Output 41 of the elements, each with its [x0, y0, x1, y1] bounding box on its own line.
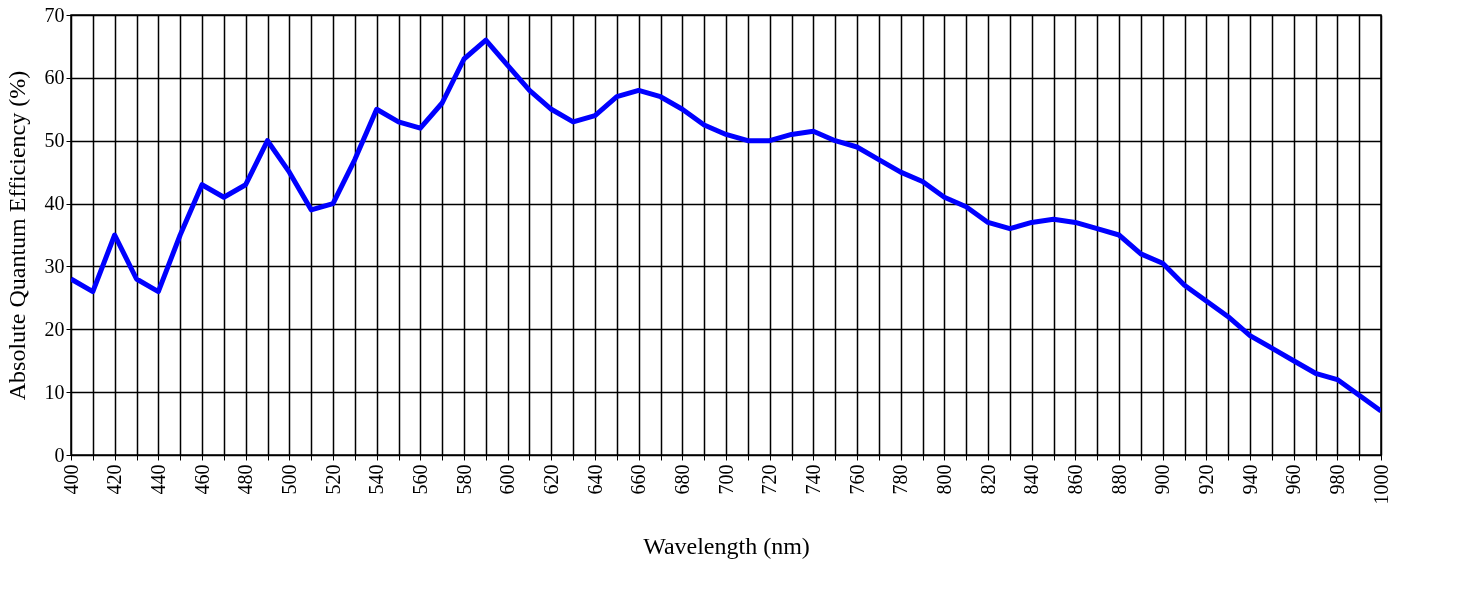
- x-tick-label: 840: [1020, 464, 1043, 495]
- x-tick-label: 460: [190, 464, 213, 495]
- x-tick-label: 960: [1282, 464, 1305, 495]
- x-tick-label: 720: [758, 464, 781, 495]
- x-tick-label: 400: [59, 464, 82, 495]
- x-tick-label: 920: [1194, 464, 1217, 495]
- x-tick-label: 660: [627, 464, 650, 495]
- x-tick-label: 740: [801, 464, 824, 495]
- x-tick-label: 560: [408, 464, 431, 495]
- x-tick-label: 780: [889, 464, 912, 495]
- x-tick-label: 800: [932, 464, 955, 495]
- x-tick-label: 700: [714, 464, 737, 495]
- x-tick-label: 820: [976, 464, 999, 495]
- x-tick-label: 580: [452, 464, 475, 495]
- x-tick-label: 940: [1238, 464, 1261, 495]
- y-tick-label: 10: [44, 380, 65, 403]
- x-tick-label: 520: [321, 464, 344, 495]
- x-tick-label: 880: [1107, 464, 1130, 495]
- x-tick-label: 620: [539, 464, 562, 495]
- x-tick-label: 760: [845, 464, 868, 495]
- x-tick-label: 440: [146, 464, 169, 495]
- y-tick-label: 40: [44, 192, 65, 215]
- y-tick-label: 50: [44, 129, 65, 152]
- x-axis-title: Wavelength (nm): [643, 532, 810, 559]
- x-tick-label: 600: [496, 464, 519, 495]
- x-tick-label: 500: [277, 464, 300, 495]
- y-tick-label: 0: [54, 443, 65, 466]
- x-tick-label: 1000: [1369, 464, 1392, 505]
- y-tick-label: 20: [44, 317, 65, 340]
- x-tick-label: 860: [1063, 464, 1086, 495]
- x-tick-label: 540: [365, 464, 388, 495]
- x-tick-label: 680: [670, 464, 693, 495]
- y-tick-label: 30: [44, 254, 65, 277]
- x-tick-label: 980: [1325, 464, 1348, 495]
- x-tick-label: 480: [234, 464, 257, 495]
- y-tick-label: 60: [44, 66, 65, 89]
- x-tick-label: 640: [583, 464, 606, 495]
- y-tick-label: 70: [44, 3, 65, 26]
- x-tick-label: 900: [1151, 464, 1174, 495]
- y-axis-title: Absolute Quantum Efficiency (%): [3, 70, 30, 401]
- x-tick-label: 420: [103, 464, 126, 495]
